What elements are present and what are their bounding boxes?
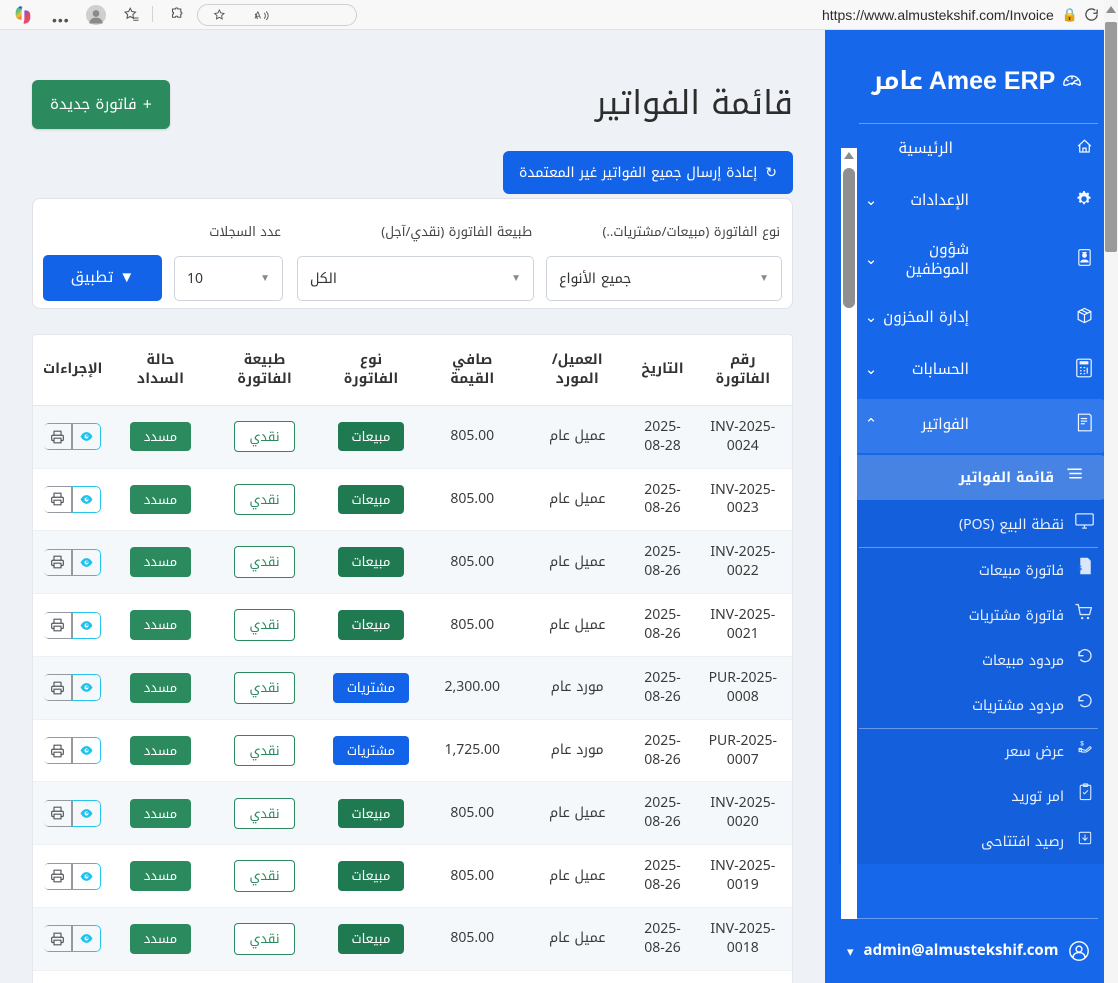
svg-text:$: $	[1080, 741, 1084, 747]
svg-text:A: A	[255, 10, 262, 21]
